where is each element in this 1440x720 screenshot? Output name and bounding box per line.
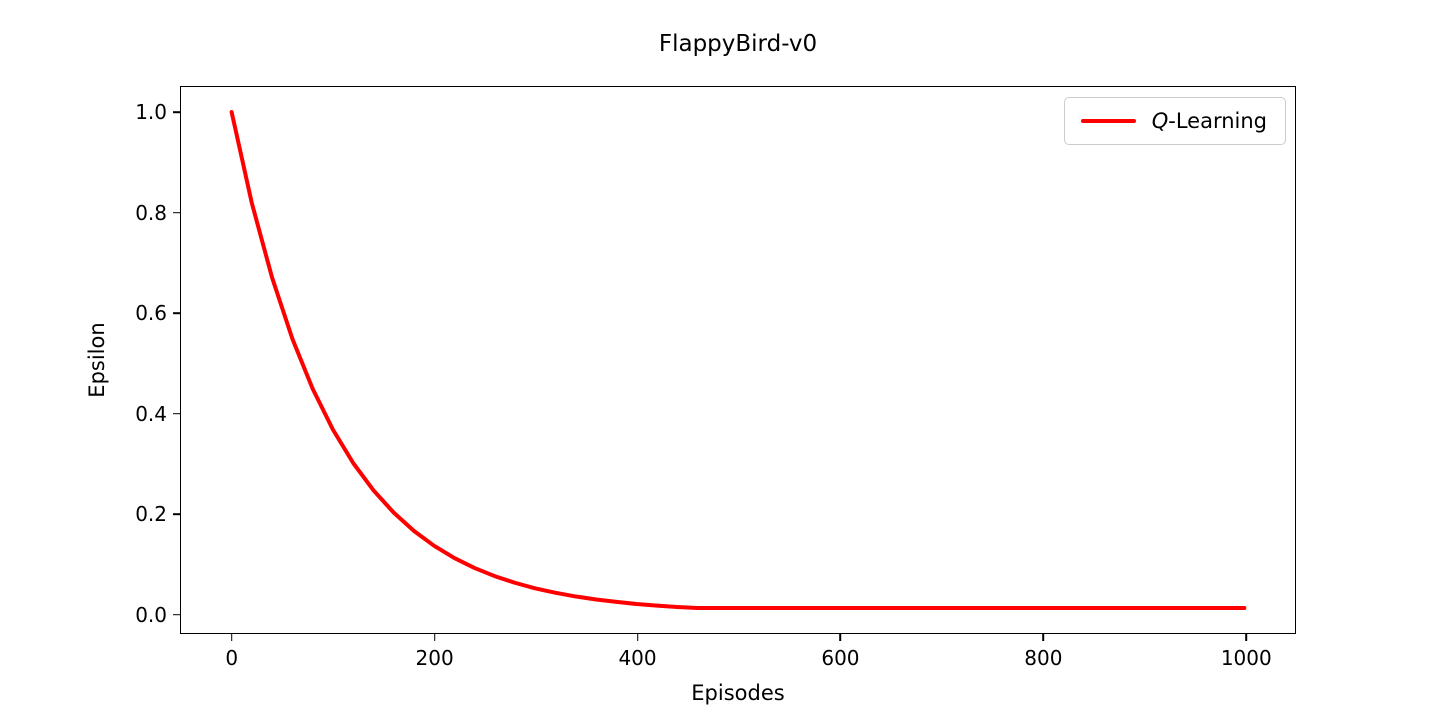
legend-label-italic-q: Q (1151, 109, 1169, 133)
y-tick-label: 0.8 (135, 200, 167, 225)
x-tick-mark (230, 633, 233, 641)
x-tick-mark (1042, 633, 1045, 641)
chart-title: FlappyBird-v0 (658, 31, 818, 57)
line-plot-canvas (229, 110, 1247, 610)
legend-label-q-learning: Q-Learning (1152, 109, 1267, 133)
y-tick-label: 1.0 (135, 100, 167, 125)
plot-area: Q-Learning 0 200 400 600 800 1000 0.0 0.2 0.4 0.6… (135, 86, 1296, 670)
x-axis-label: Episodes (691, 681, 785, 705)
y-tick-mark (173, 312, 181, 315)
x-tick-label: 400 (618, 646, 657, 670)
y-axis-label: Epsilon (85, 322, 109, 398)
x-tick-label: 1000 (1220, 646, 1272, 670)
x-tick-label: 600 (821, 646, 860, 670)
y-tick-label: 0.6 (135, 301, 167, 326)
x-tick-label: 200 (415, 646, 454, 670)
x-tick-mark (433, 633, 436, 641)
y-tick-mark (173, 111, 181, 113)
epsilon-decay-line (229, 110, 1247, 610)
y-tick-mark (173, 614, 181, 616)
q-learning-line-swatch (1080, 118, 1136, 124)
y-tick-mark (173, 513, 181, 516)
y-tick-mark (173, 211, 181, 214)
x-tick-mark (1245, 633, 1248, 641)
y-tick-mark (173, 412, 181, 415)
x-tick-mark (636, 633, 639, 641)
y-tick-label: 0.2 (135, 502, 167, 527)
y-tick-label: 0.0 (135, 602, 167, 627)
x-tick-mark (839, 633, 842, 641)
x-tick-label: 0 (225, 646, 239, 670)
legend-label-rest: -Learning (1168, 109, 1267, 133)
y-tick-label: 0.4 (135, 401, 167, 426)
legend: Q-Learning (1063, 97, 1286, 145)
x-tick-label: 800 (1024, 646, 1063, 670)
